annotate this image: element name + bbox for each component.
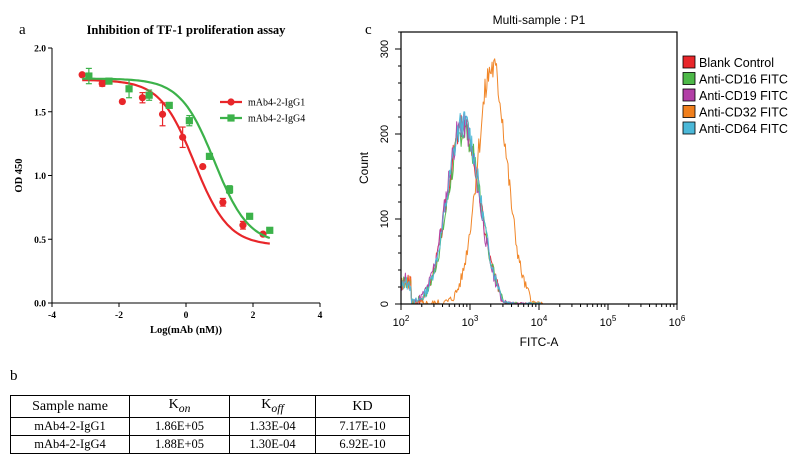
data-point xyxy=(266,226,274,234)
legend-swatch-c xyxy=(682,72,696,85)
data-point xyxy=(85,72,93,80)
fit-curve xyxy=(82,77,271,240)
chart-a-title: Inhibition of TF-1 proliferation assay xyxy=(87,23,287,37)
x-axis-label-c: FITC-A xyxy=(520,335,559,349)
panel-label-b: b xyxy=(10,368,18,384)
legend-label-c: Anti-CD19 FITC xyxy=(699,89,788,103)
data-point xyxy=(185,117,193,125)
y-tick-label-a: 1.5 xyxy=(34,108,46,118)
y-tick-label-a: 0.5 xyxy=(34,236,46,246)
kinetics-table: Sample name Kon Koff KD mAb4-2-IgG1 1.86… xyxy=(10,395,410,454)
histogram-trace-3 xyxy=(400,58,543,305)
y-tick-label-a: 1.0 xyxy=(34,172,46,182)
y-tick-label-c: 200 xyxy=(379,125,391,143)
x-tick-label-a: 4 xyxy=(318,311,323,321)
legend-label-c: Anti-CD16 FITC xyxy=(699,73,788,87)
x-tick-label-c: 106 xyxy=(669,314,686,329)
table-cell: mAb4-2-IgG1 xyxy=(10,416,130,436)
header-kon: Kon xyxy=(129,395,230,418)
x-tick-label-c: 104 xyxy=(531,314,548,329)
legend-label-a: mAb4-2-IgG4 xyxy=(248,114,305,125)
data-point xyxy=(118,97,126,106)
table-row: mAb4-2-IgG1 1.86E+05 1.33E-04 7.17E-10 xyxy=(10,416,410,436)
legend-swatch-c xyxy=(682,121,696,135)
table-cell: mAb4-2-IgG4 xyxy=(10,434,130,454)
data-point xyxy=(246,212,254,220)
legend-label-c: Blank Control xyxy=(699,56,774,70)
table-header-row: Sample name Kon Koff KD xyxy=(10,395,410,418)
x-tick-label-c: 105 xyxy=(600,314,617,329)
data-point xyxy=(239,221,247,229)
header-kd: KD xyxy=(315,395,410,418)
data-point xyxy=(98,80,106,88)
table-cell: 1.30E-04 xyxy=(229,434,316,454)
table-cell: 1.86E+05 xyxy=(129,416,230,436)
data-point xyxy=(125,85,133,93)
data-point xyxy=(145,91,153,99)
x-tick-label-c: 103 xyxy=(462,314,479,329)
x-tick-label-c: 102 xyxy=(393,314,410,329)
header-koff: Koff xyxy=(229,395,316,418)
x-axis-label-a: Log(mAb (nM)) xyxy=(150,325,223,336)
x-tick-label-a: -2 xyxy=(115,311,123,321)
series-a-1: mAb4-2-IgG4 xyxy=(82,67,305,240)
data-point xyxy=(105,77,113,85)
y-axis-label-c: Count xyxy=(357,151,371,184)
y-tick-label-a: 0.0 xyxy=(34,300,46,310)
data-point xyxy=(199,162,207,171)
data-point xyxy=(158,110,167,118)
y-tick-label-a: 2.0 xyxy=(34,45,46,55)
series-a-0: mAb4-2-IgG1 xyxy=(78,71,305,245)
table-row: mAb4-2-IgG4 1.88E+05 1.30E-04 6.92E-10 xyxy=(10,434,410,454)
legend-label-a: mAb4-2-IgG1 xyxy=(248,98,305,109)
table-cell: 6.92E-10 xyxy=(315,434,410,454)
y-axis-label-a: OD 450 xyxy=(14,158,25,192)
data-point xyxy=(225,185,234,194)
table-cell: 7.17E-10 xyxy=(315,416,410,436)
fit-curve xyxy=(82,79,270,245)
data-point xyxy=(205,152,214,160)
table-cell: 1.33E-04 xyxy=(229,416,316,436)
table-cell: 1.88E+05 xyxy=(129,434,230,454)
data-point xyxy=(138,94,147,102)
chart-c-title: Multi-sample : P1 xyxy=(493,13,586,27)
data-point xyxy=(219,198,227,206)
y-tick-label-c: 100 xyxy=(379,210,391,228)
x-tick-label-a: 2 xyxy=(251,311,256,321)
legend-swatch-c xyxy=(682,88,696,102)
header-sample-name: Sample name xyxy=(10,395,130,418)
x-tick-label-a: 0 xyxy=(184,311,189,321)
panel-label-c: c xyxy=(365,22,372,38)
plot-frame-c xyxy=(400,31,678,305)
data-point xyxy=(179,133,187,141)
x-tick-label-a: -4 xyxy=(48,311,56,321)
data-point xyxy=(165,101,173,109)
legend-label-c: Anti-CD64 FITC xyxy=(699,122,788,136)
legend-swatch-c xyxy=(682,105,696,118)
legend-marker-a xyxy=(227,98,235,106)
panel-label-a: a xyxy=(19,22,26,38)
y-tick-label-c: 300 xyxy=(379,40,391,58)
legend-swatch-c xyxy=(682,55,696,69)
legend-label-c: Anti-CD32 FITC xyxy=(699,106,788,120)
data-point xyxy=(78,71,86,79)
y-tick-label-c: 0 xyxy=(379,301,391,307)
legend-marker-a xyxy=(227,114,235,122)
